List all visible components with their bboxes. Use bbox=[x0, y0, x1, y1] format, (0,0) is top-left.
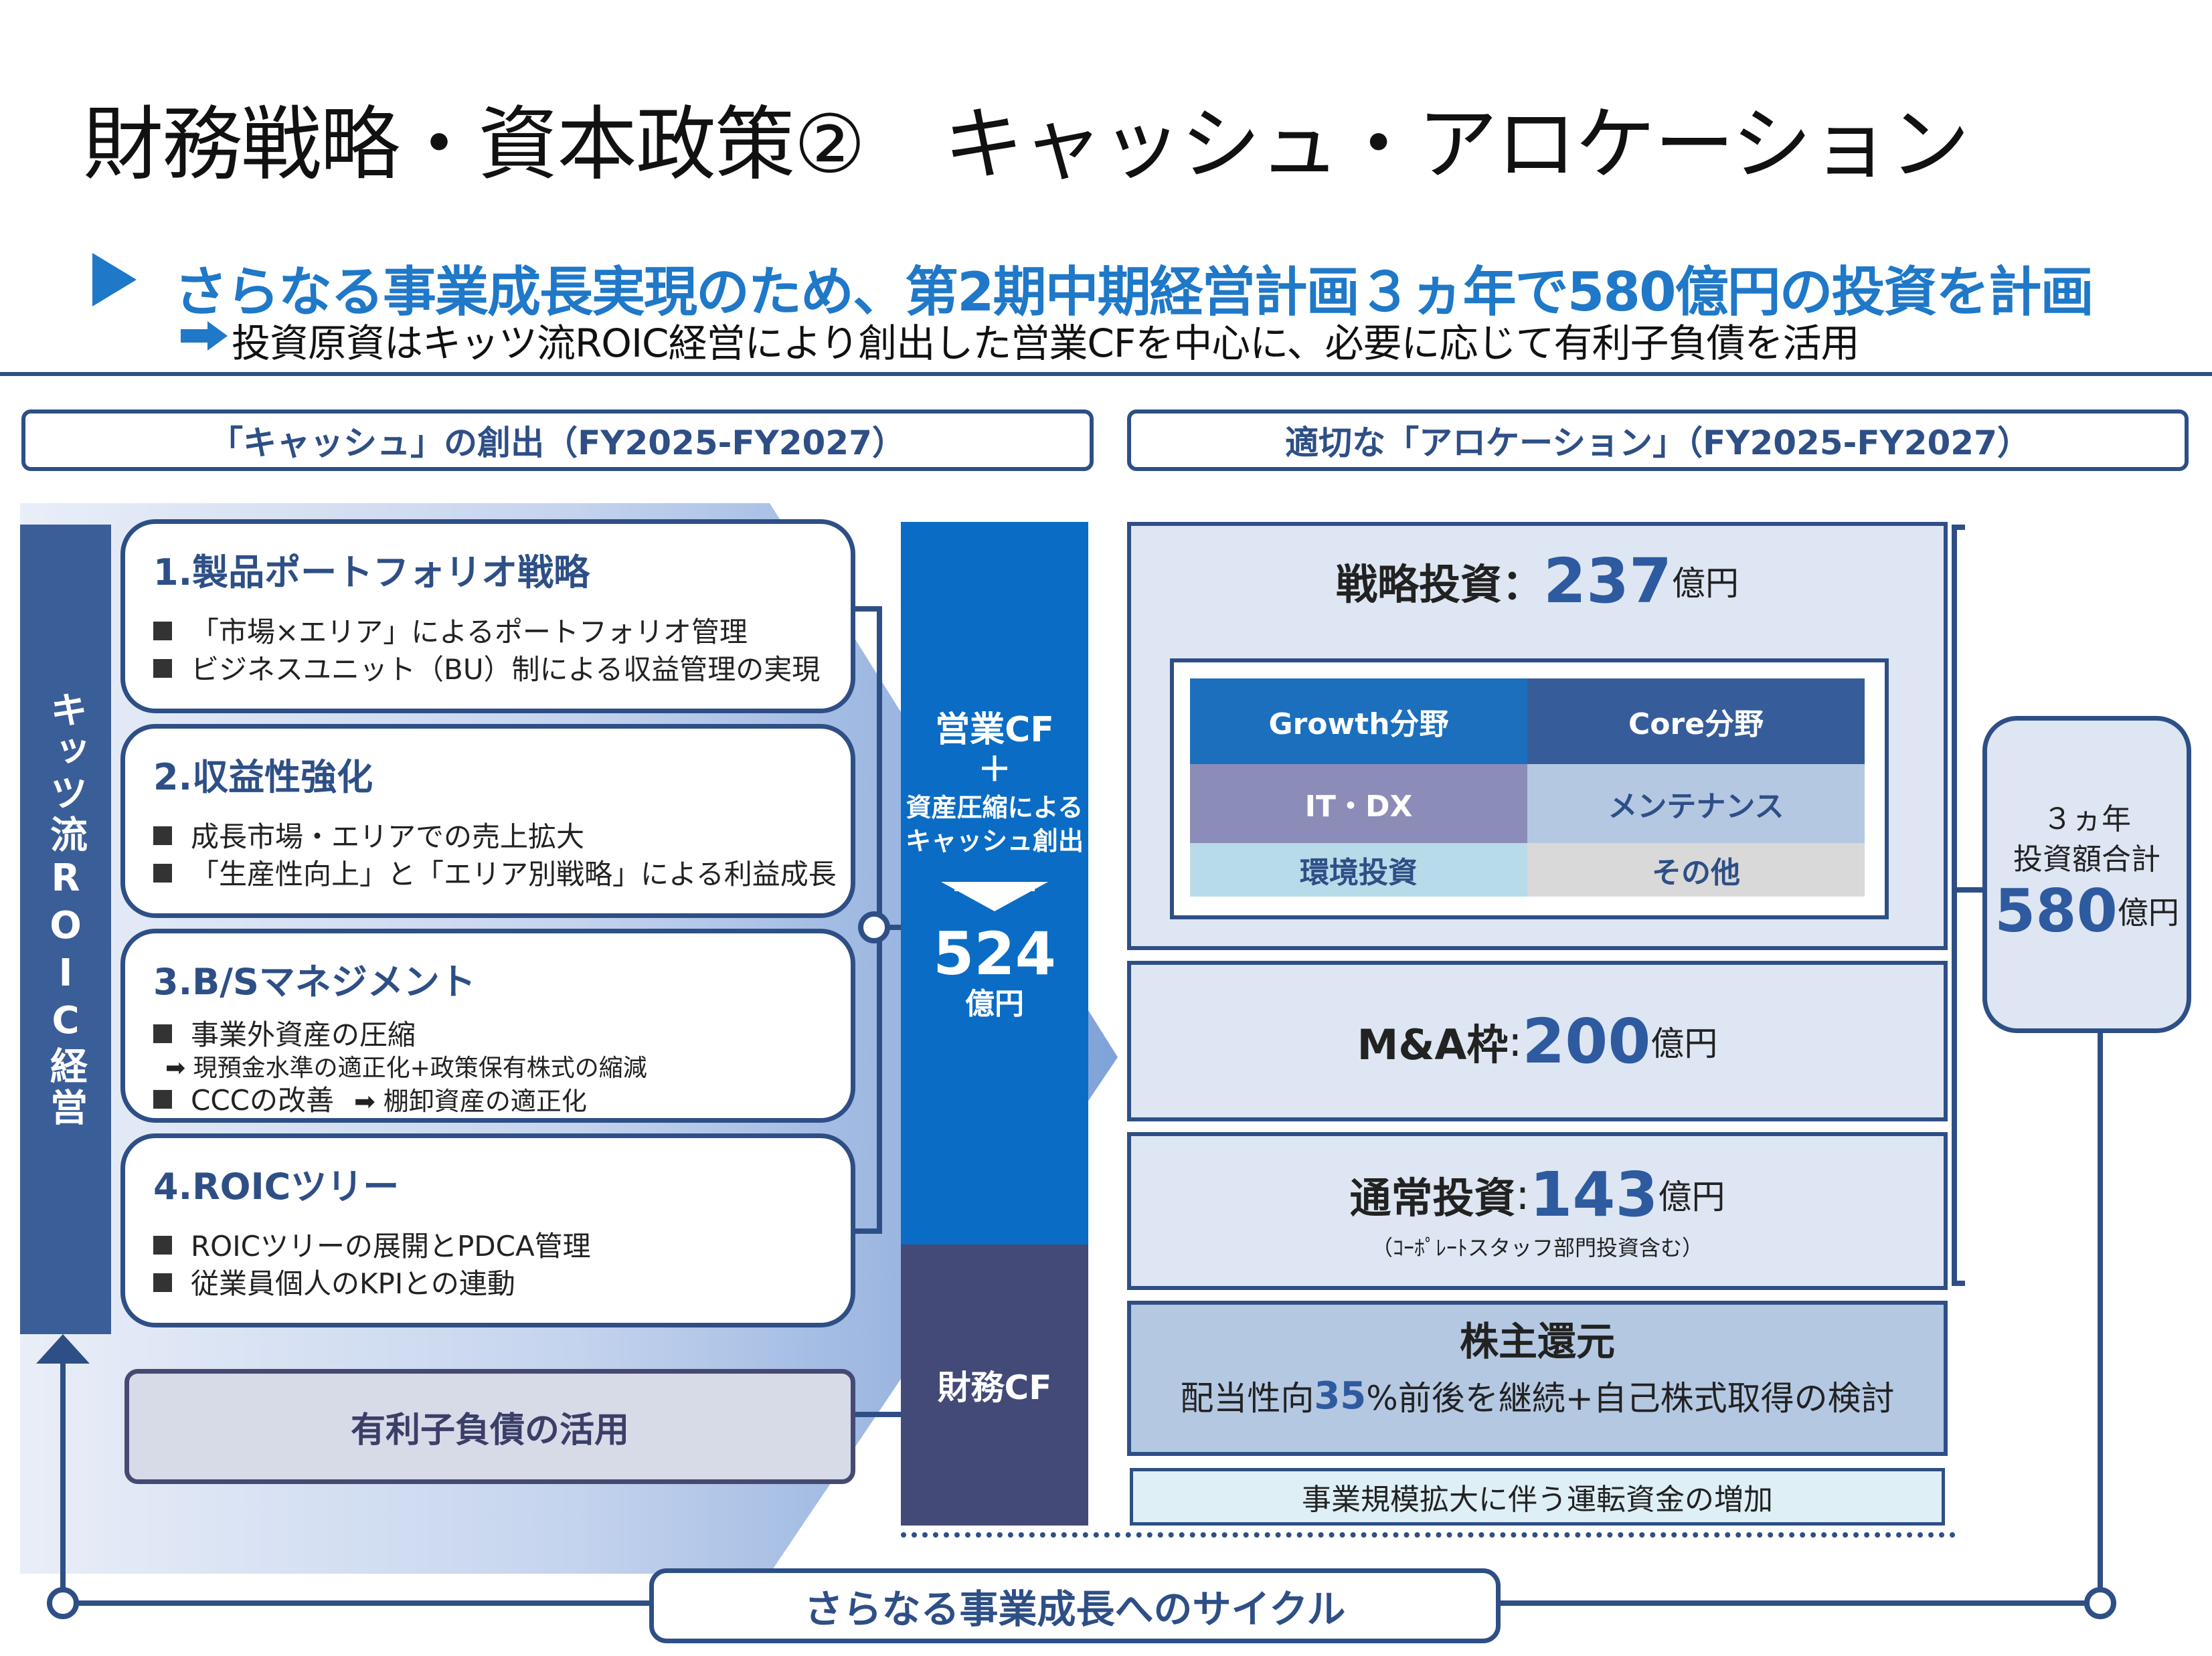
connector-line bbox=[877, 925, 904, 930]
card-bullet: ビジネスユニット（BU）制による収益管理の実現 bbox=[153, 647, 820, 688]
opcf-line2: 資産圧縮による bbox=[906, 792, 1084, 822]
subtitle: さらなる事業成長実現のため、第2期中期経営計画３ヵ年で580億円の投資を計画 bbox=[174, 261, 2094, 323]
shareholder-return-detail: 配当性向 35 %前後を継続+自己株式取得の検討 bbox=[1180, 1374, 1895, 1418]
dotted-divider bbox=[901, 1532, 1956, 1538]
strategic-investment-amount: 戦略投資： 237 億円 bbox=[1335, 545, 1739, 617]
right-section-header: 適切な「アロケーション」（FY2025-FY2027） bbox=[1127, 409, 2189, 471]
opcf-unit: 億円 bbox=[965, 987, 1024, 1021]
strategy-card-1: 1.製品ポートフォリオ戦略 「市場×エリア」によるポートフォリオ管理 ビジネスユ… bbox=[120, 519, 855, 713]
grid-header-growth: Growth分野 bbox=[1190, 678, 1527, 764]
normal-investment-note: （ｺｰﾎﾟﾚｰﾄスタッフ部門投資含む） bbox=[1371, 1235, 1703, 1261]
normal-investment-amount: 通常投資:143 億円 bbox=[1349, 1158, 1725, 1230]
grid-cell-itdx: IT・DX bbox=[1190, 764, 1527, 843]
card-bullet: 事業外資産の圧縮 bbox=[153, 1012, 416, 1053]
financial-cf-column: 財務CF bbox=[901, 1245, 1088, 1526]
total-investment-box bbox=[1982, 716, 2191, 1033]
total-bracket bbox=[1952, 1281, 1965, 1286]
page-title: 財務戦略・資本政策② キャッシュ・アロケーション bbox=[83, 98, 1970, 191]
shareholder-return-pane bbox=[1127, 1301, 1948, 1456]
card-bullet: CCCの改善 ➡ 棚卸資産の適正化 bbox=[153, 1078, 587, 1119]
opcf-value: 524 bbox=[933, 919, 1056, 988]
card-title: 4.ROICツリー bbox=[153, 1166, 400, 1208]
grid-cell-environment: 環境投資 bbox=[1190, 843, 1527, 897]
cycle-node bbox=[2084, 1587, 2116, 1619]
cycle-line bbox=[2098, 1032, 2103, 1600]
grid-cell-maintenance: メンテナンス bbox=[1527, 764, 1865, 843]
opcf-plus: ＋ bbox=[978, 750, 1011, 789]
opcf-line3: キャッシュ創出 bbox=[905, 826, 1084, 856]
card-title: 3.B/Sマネジメント bbox=[153, 961, 476, 1003]
card-subline: ➡ 現預金水準の適正化+政策保有株式の縮減 bbox=[165, 1054, 647, 1082]
working-capital-box: 事業規模拡大に伴う運転資金の増加 bbox=[1130, 1468, 1945, 1526]
roic-management-bar bbox=[20, 525, 111, 1334]
ma-frame-pane: M&A枠:200 億円 bbox=[1127, 961, 1948, 1121]
strategy-card-4: 4.ROICツリー ROICツリーの展開とPDCA管理 従業員個人のKPIとの連… bbox=[120, 1133, 855, 1327]
connector-line bbox=[850, 1412, 901, 1417]
cycle-node bbox=[47, 1587, 79, 1619]
roic-label: キッツ流ROIC経営 bbox=[44, 691, 88, 1129]
shareholder-return-title: 株主還元 bbox=[1459, 1319, 1615, 1364]
normal-investment-pane bbox=[1127, 1132, 1948, 1290]
card-title: 1.製品ポートフォリオ戦略 bbox=[153, 551, 590, 593]
card-title: 2.収益性強化 bbox=[153, 756, 373, 798]
total-amount: 580 億円 bbox=[1994, 876, 2179, 945]
connector-node bbox=[858, 911, 890, 943]
play-triangle-icon bbox=[92, 253, 137, 306]
grid-header-core: Core分野 bbox=[1527, 678, 1865, 764]
up-arrow-icon bbox=[36, 1334, 90, 1364]
card-bullet: 従業員個人のKPIとの連動 bbox=[153, 1261, 515, 1302]
connector-line bbox=[850, 1228, 881, 1234]
right-arrow-icon bbox=[181, 321, 228, 351]
total-line2: 投資額合計 bbox=[2013, 842, 2160, 877]
interest-bearing-debt-box: 有利子負債の活用 bbox=[124, 1369, 855, 1484]
growth-cycle-label: さらなる事業成長へのサイクル bbox=[649, 1568, 1501, 1643]
strategy-card-2: 2.収益性強化 成長市場・エリアでの売上拡大 「生産性向上」と「エリア別戦略」に… bbox=[120, 724, 855, 918]
total-bracket bbox=[1952, 525, 1957, 1286]
cycle-line bbox=[60, 1349, 66, 1600]
header-divider bbox=[0, 372, 2212, 376]
opcf-label: 営業CF bbox=[935, 709, 1054, 750]
total-bracket bbox=[1957, 887, 1984, 893]
card-bullet: ROICツリーの展開とPDCA管理 bbox=[153, 1224, 591, 1265]
card-bullet: 「生産性向上」と「エリア別戦略」による利益成長 bbox=[153, 852, 837, 893]
card-bullet: 「市場×エリア」によるポートフォリオ管理 bbox=[153, 610, 748, 650]
total-line1: ３ヵ年 bbox=[2043, 802, 2131, 836]
subnote: 投資原資はキッツ流ROIC経営により創出した営業CFを中心に、必要に応じて有利子… bbox=[232, 320, 1860, 366]
grid-cell-other: その他 bbox=[1527, 843, 1865, 897]
card-bullet: 成長市場・エリアでの売上拡大 bbox=[153, 814, 584, 855]
left-section-header: 「キャッシュ」の創出（FY2025-FY2027） bbox=[21, 409, 1094, 471]
down-arrow-icon bbox=[941, 882, 1048, 911]
total-bracket bbox=[1952, 525, 1965, 530]
strategy-card-3: 3.B/Sマネジメント 事業外資産の圧縮 ➡ 現預金水準の適正化+政策保有株式の… bbox=[120, 929, 855, 1123]
connector-line bbox=[850, 606, 881, 612]
